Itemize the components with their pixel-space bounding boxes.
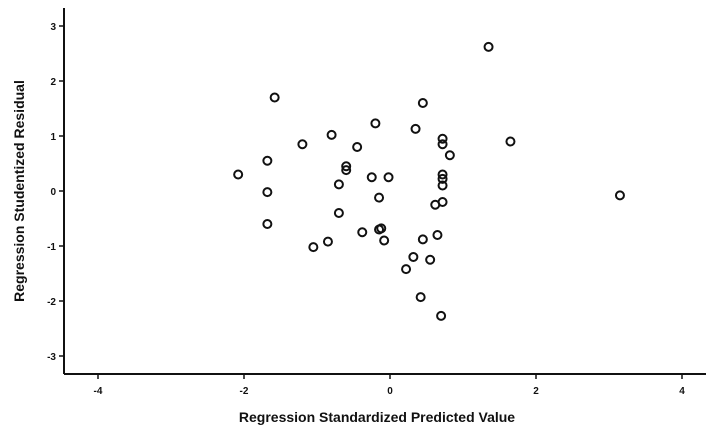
data-point [437, 139, 448, 150]
data-point [483, 41, 494, 52]
data-point [297, 139, 308, 150]
data-point [417, 234, 428, 245]
x-axis-title: Regression Standardized Predicted Value [239, 409, 515, 425]
x-tick-label: -2 [240, 386, 249, 397]
data-point [444, 150, 455, 161]
y-tick-label: -2 [47, 297, 56, 308]
data-point [370, 118, 381, 129]
plot-area [63, 8, 706, 375]
data-point [379, 235, 390, 246]
data-point [357, 227, 368, 238]
data-point [437, 133, 448, 144]
x-tick-label: 4 [679, 386, 685, 397]
data-point [383, 172, 394, 183]
data-point [269, 92, 280, 103]
y-tick-label: 1 [50, 132, 56, 143]
data-point [437, 180, 448, 191]
data-point [410, 123, 421, 134]
y-tick-label: 2 [50, 77, 56, 88]
x-tick-label: 2 [533, 386, 539, 397]
data-point [341, 165, 352, 176]
data-point [401, 264, 412, 275]
axis-ticks: -3 -2 -1 0 1 2 3 -4 -2 0 2 4 [47, 22, 685, 397]
y-tick-label: 3 [50, 22, 56, 33]
x-tick-label: 0 [387, 386, 393, 397]
data-point [333, 208, 344, 218]
y-axis-title: Regression Studentized Residual [11, 80, 27, 302]
data-point [341, 161, 352, 172]
data-point [436, 310, 447, 321]
data-point [614, 190, 625, 201]
data-point [352, 142, 363, 152]
data-point [425, 254, 436, 265]
data-point [262, 155, 273, 166]
y-tick-label: -3 [47, 352, 56, 363]
data-point [308, 242, 319, 253]
data-point [326, 129, 337, 140]
data-point [437, 173, 448, 184]
data-point [366, 172, 377, 183]
data-points [233, 41, 625, 321]
data-point [505, 136, 516, 147]
data-point [415, 292, 426, 303]
data-point [376, 223, 387, 234]
data-point [432, 230, 443, 240]
data-point [374, 192, 385, 203]
y-tick-label: 0 [50, 187, 56, 198]
data-point [437, 169, 448, 180]
data-point [408, 252, 419, 262]
data-point [262, 187, 273, 198]
data-point [262, 219, 273, 229]
data-point [322, 236, 333, 247]
x-tick-label: -4 [94, 386, 103, 397]
y-tick-label: -1 [47, 242, 56, 253]
data-point [437, 197, 448, 207]
data-point [417, 98, 428, 108]
data-point [333, 179, 344, 190]
data-point [233, 169, 244, 180]
